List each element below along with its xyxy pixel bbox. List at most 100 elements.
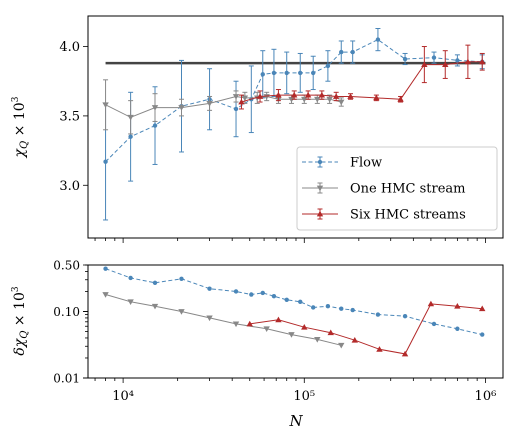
flow-point [128,134,133,139]
flow-point [480,332,485,337]
one-hmc-stream-line [105,294,342,346]
flow-point [298,70,303,76]
flow-point [260,290,265,296]
flow-point [271,70,277,76]
six-hmc-streams-point [301,324,308,330]
six-hmc-streams-point [238,98,245,105]
one-hmc-stream-point [241,95,249,102]
six-hmc-streams-point [351,337,358,343]
upper-y-tick-label: 3.0 [59,179,80,194]
six-hmc-streams-point [347,93,354,99]
one-hmc-stream-point [102,292,109,298]
lower-ylabel: δχQ × 103 [11,286,30,356]
six-hmc-streams-line [241,61,483,103]
flow-point [375,312,381,317]
one-hmc-stream-point [127,299,134,305]
six-hmc-streams-point [464,58,472,65]
legend-box [296,146,498,231]
flow-point [350,307,355,313]
flow-point [325,304,331,309]
flow-point [375,37,381,42]
flow-point [339,306,344,311]
upper-axes-frame [87,15,504,239]
x-tick-label: 10⁵ [293,389,315,404]
flow-point [207,286,212,291]
legend-one-hmc-stream-marker [316,185,324,192]
six-hmc-streams-line [249,303,483,355]
lower-y-tick-label: 0.50 [53,259,80,273]
flow-point [179,276,184,282]
six-hmc-streams-point [479,58,486,65]
six-hmc-streams-point [421,61,428,67]
flow-line [105,39,483,163]
flow-point [431,321,437,327]
six-hmc-streams-point [332,93,340,99]
six-hmc-streams-point [427,300,435,307]
one-hmc-stream-point [232,321,240,328]
six-hmc-streams-point [479,305,486,312]
one-hmc-stream-point [288,332,295,338]
six-hmc-streams-point [318,91,326,98]
flow-point [260,72,265,77]
flow-point [271,293,277,299]
lower-y-tick-label: 0.01 [53,372,80,386]
flow-point [298,299,303,304]
flow-point [103,159,108,164]
one-hmc-stream-point [301,96,308,103]
one-hmc-stream-point [178,309,185,315]
flow-line [105,268,483,336]
flow-point [431,55,437,60]
upper-ylabel: χQ × 103 [11,96,30,158]
legend-six-hmc-streams-marker [316,210,324,217]
x-tick-label: 10⁴ [112,389,134,404]
flow-point [339,49,344,55]
flow-point [455,58,460,63]
one-hmc-stream-point [263,326,270,332]
flow-point [455,326,460,331]
flow-point [284,70,289,76]
one-hmc-stream-point [151,303,159,310]
six-hmc-streams-point [291,91,298,98]
flow-point [310,70,316,76]
flow-point [325,63,331,69]
upper-y-tick-label: 4.0 [59,40,80,55]
one-hmc-stream-point [206,101,213,107]
six-hmc-streams-point [246,320,253,327]
flow-point [103,266,108,271]
one-hmc-stream-point [338,99,345,106]
flow-point [402,56,408,62]
one-hmc-stream-point [102,102,109,108]
one-hmc-stream-point [127,114,134,121]
flow-point [310,305,316,310]
upper-y-tick-label: 3.5 [59,109,80,124]
legend-flow-label: Flow [350,156,382,171]
six-hmc-streams-point [275,316,282,323]
six-hmc-streams-point [454,303,461,309]
one-hmc-stream-point [151,105,159,111]
flow-point [249,292,254,297]
lower-xlabel: N [288,412,303,430]
six-hmc-streams-point [373,94,380,101]
upper-panel: 3.0 3.5 4.0 χQ × 103 Flow One HMC stream Six… [11,15,504,243]
six-hmc-streams-point [401,350,409,357]
flow-point [128,275,133,281]
six-hmc-streams-point [256,93,264,99]
lower-panel: 10⁴ 10⁵ 10⁶ 0.01 0.10 0.50 δχQ × 103 N [11,259,504,430]
six-hmc-streams-point [442,61,449,67]
flow-point [350,49,355,55]
flow-point [233,106,239,112]
one-hmc-stream-point [206,315,213,322]
six-hmc-streams-point [304,91,312,98]
one-hmc-stream-point [288,96,295,103]
lower-y-tick-label: 0.10 [53,305,80,319]
one-hmc-stream-point [178,105,185,111]
flow-point [233,289,239,294]
legend-one-hmc-stream-label: One HMC stream [350,182,465,197]
flow-point [152,123,158,128]
flow-point [284,297,289,302]
flow-point [152,280,158,285]
one-hmc-stream-point [314,96,321,103]
one-hmc-stream-point [326,96,333,103]
one-hmc-stream-point [314,337,321,343]
